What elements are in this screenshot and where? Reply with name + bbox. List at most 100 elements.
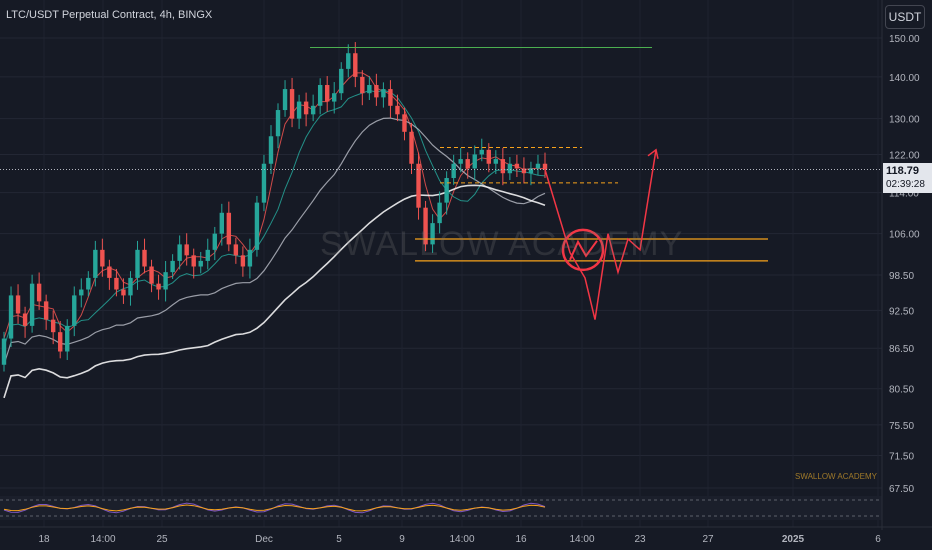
- y-tick-label: 140.00: [889, 73, 920, 84]
- y-tick-label: 150.00: [889, 34, 920, 45]
- candle-body: [29, 283, 35, 326]
- y-tick-label: 80.50: [889, 385, 914, 396]
- y-tick-label: 122.00: [889, 150, 920, 161]
- y-tick-label: 71.50: [889, 452, 914, 463]
- circle-zigzag: [569, 239, 598, 261]
- ma-line-1: [3, 72, 546, 339]
- x-tick-label: 14:00: [449, 534, 474, 545]
- candle-body: [367, 84, 372, 94]
- x-tick-label: 25: [156, 534, 168, 545]
- candle-body: [1, 338, 7, 365]
- candle-body: [310, 105, 316, 115]
- x-tick-label: 6: [875, 534, 881, 545]
- time-axis[interactable]: 18 14:00 25 Dec 5 9 14:00 16 14:00 23 27 2025 6: [0, 526, 932, 545]
- candle-body: [317, 84, 323, 106]
- candle-body: [479, 149, 484, 155]
- watermark: SWALLOW ACADEMY: [320, 225, 684, 263]
- x-tick-label: 5: [336, 534, 342, 545]
- x-tick-label: Dec: [255, 534, 273, 545]
- candle-body: [36, 283, 42, 302]
- candle-body: [50, 319, 56, 333]
- candle-body: [15, 295, 21, 314]
- candle-body: [451, 163, 456, 179]
- candle-body: [170, 260, 175, 273]
- projection-path: [544, 148, 659, 320]
- candle-body: [360, 76, 365, 94]
- y-tick-label: 75.50: [889, 421, 914, 432]
- candle-body: [388, 89, 393, 106]
- candle-body: [507, 163, 513, 174]
- y-tick-label: 106.00: [889, 230, 920, 241]
- candle-body: [72, 295, 77, 326]
- candle-body: [521, 168, 527, 174]
- bar-countdown: 02:39:28: [886, 179, 925, 190]
- candle-body: [416, 163, 421, 208]
- candle-body: [296, 101, 302, 119]
- candle-body: [86, 277, 91, 290]
- x-tick-label: 18: [38, 534, 50, 545]
- candle-body: [528, 168, 534, 174]
- grid-lines: [0, 0, 882, 527]
- candle-body: [254, 202, 260, 250]
- x-tick-label: 9: [399, 534, 405, 545]
- candle-body: [268, 136, 274, 164]
- candle-body: [261, 163, 267, 203]
- candle-body: [58, 332, 63, 352]
- oscillator-pane: [0, 496, 882, 520]
- candle-body: [135, 249, 140, 278]
- candle-body: [43, 301, 49, 320]
- last-price-tag: 118.79 02:39:28: [883, 163, 932, 193]
- x-tick-label: 23: [634, 534, 646, 545]
- candle-body: [514, 163, 520, 169]
- candlesticks: [1, 42, 548, 372]
- candle-body: [324, 84, 330, 102]
- y-tick-label: 86.50: [889, 344, 914, 355]
- candle-body: [184, 244, 189, 256]
- oscillator-signal-line: [3, 504, 546, 512]
- candle-body: [437, 202, 442, 224]
- ma-line-2: [3, 89, 546, 348]
- candle-body: [444, 178, 449, 203]
- price-axis[interactable]: 150.00 140.00 130.00 122.00 114.00 106.00 98.5…: [881, 0, 920, 530]
- support-resistance-levels: [0, 46, 882, 262]
- candle-body: [458, 159, 463, 164]
- candle-body: [465, 159, 470, 169]
- projection-arrowhead: [647, 148, 659, 159]
- last-price: 118.79: [886, 165, 920, 177]
- candle-body: [226, 212, 232, 245]
- candle-body: [233, 244, 239, 256]
- candle-body: [198, 260, 203, 267]
- candle-body: [240, 255, 246, 267]
- candle-body: [395, 105, 400, 115]
- x-tick-label: 14:00: [569, 534, 594, 545]
- candle-body: [149, 266, 154, 284]
- candle-body: [93, 249, 98, 278]
- candle-body: [353, 53, 358, 77]
- candle-body: [402, 114, 407, 132]
- small-watermark: SWALLOW ACADEMY: [795, 472, 877, 481]
- candle-body: [247, 249, 253, 267]
- candle-body: [275, 110, 281, 137]
- candle-body: [22, 313, 28, 326]
- y-tick-label: 114.00: [889, 189, 919, 200]
- candle-body: [205, 249, 210, 261]
- currency-button[interactable]: USDT: [885, 5, 925, 29]
- candle-body: [163, 272, 168, 290]
- candle-body: [79, 289, 84, 296]
- candle-body: [500, 159, 506, 174]
- candle-body: [65, 325, 70, 352]
- ma-line-3: [3, 117, 546, 365]
- candle-body: [542, 163, 548, 170]
- candle-body: [128, 277, 133, 296]
- candle-body: [114, 277, 119, 290]
- candle-body: [303, 101, 309, 115]
- candle-body: [374, 84, 379, 98]
- x-tick-label: 14:00: [90, 534, 115, 545]
- chart-title: LTC/USDT Perpetual Contract, 4h, BINGX: [6, 9, 213, 21]
- candle-body: [177, 244, 182, 261]
- candle-body: [332, 93, 337, 102]
- candle-body: [212, 233, 217, 250]
- candle-body: [430, 223, 435, 245]
- candle-body: [289, 89, 295, 119]
